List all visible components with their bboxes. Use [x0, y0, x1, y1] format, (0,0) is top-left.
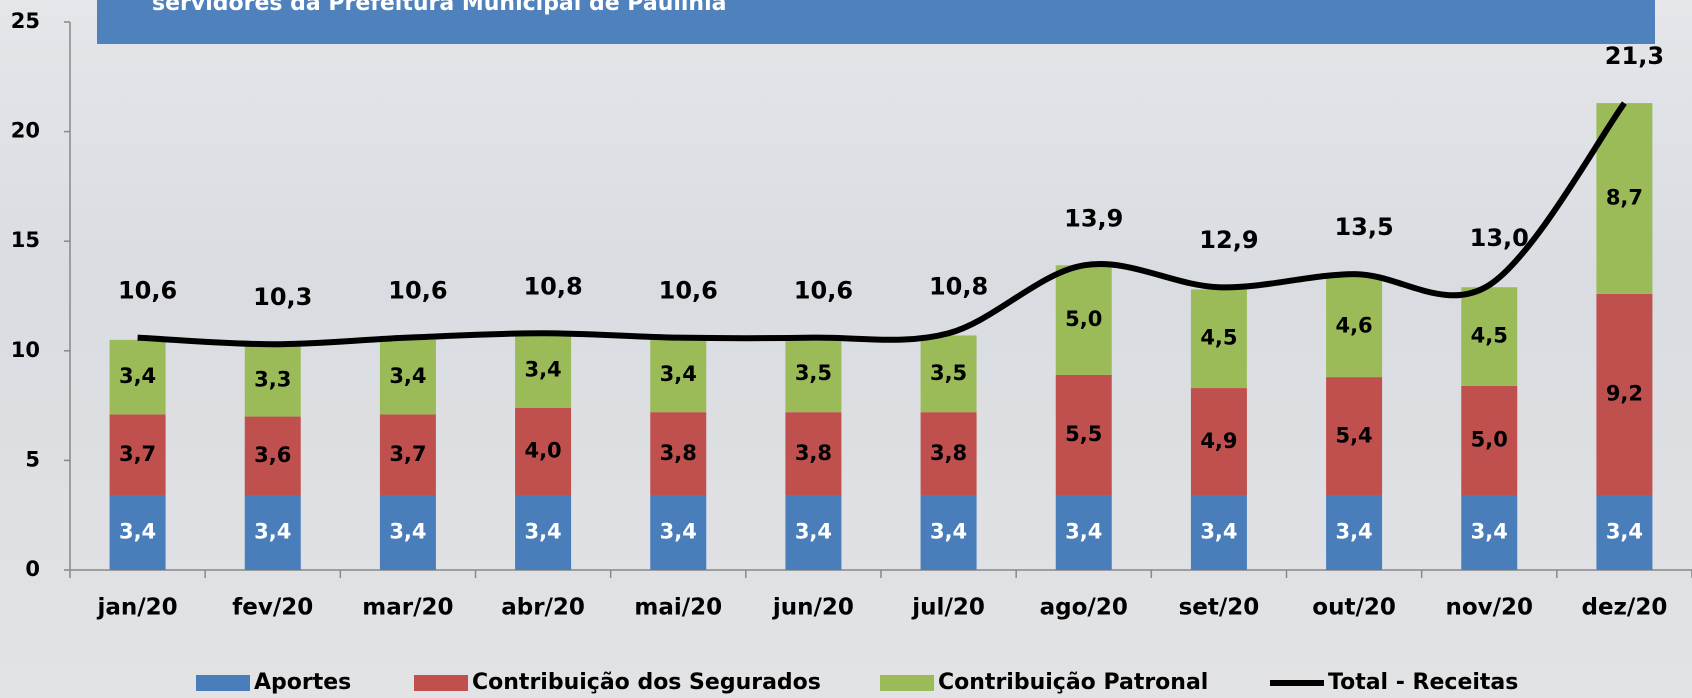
x-tick-label: ago/20: [1040, 595, 1128, 621]
x-tick-label: jul/20: [911, 595, 985, 621]
total-label: 10,8: [929, 272, 988, 300]
value-label: 3,4: [660, 362, 697, 386]
value-label: 3,5: [930, 361, 967, 385]
legend-label: Contribuição dos Segurados: [472, 670, 821, 695]
value-label: 4,0: [524, 439, 561, 463]
x-tick-label: nov/20: [1445, 595, 1533, 621]
x-tick-label: mai/20: [634, 595, 722, 621]
value-label: 3,8: [660, 441, 697, 465]
chart-title: servidores da Prefeitura Municipal de Pa…: [152, 0, 726, 16]
x-tick-label: out/20: [1312, 595, 1396, 621]
y-tick-label: 10: [11, 338, 40, 362]
value-label: 3,4: [660, 520, 697, 544]
value-label: 5,0: [1471, 428, 1508, 452]
value-label: 3,7: [119, 442, 156, 466]
value-label: 3,4: [1335, 520, 1372, 544]
total-label: 10,3: [253, 283, 312, 311]
value-label: 5,5: [1065, 422, 1102, 446]
value-label: 3,8: [795, 441, 832, 465]
value-label: 3,4: [389, 364, 426, 388]
y-tick-label: 0: [25, 557, 40, 581]
y-tick-label: 20: [11, 119, 40, 143]
x-tick-label: abr/20: [501, 595, 585, 621]
total-label: 12,9: [1199, 226, 1258, 254]
total-label: 21,3: [1605, 42, 1664, 70]
x-tick-label: mar/20: [362, 595, 453, 621]
y-tick-label: 25: [11, 9, 40, 33]
total-label: 10,8: [523, 272, 582, 300]
value-label: 3,4: [930, 520, 967, 544]
legend-label: Contribuição Patronal: [938, 670, 1208, 695]
y-tick-label: 15: [11, 228, 40, 252]
total-line: [138, 103, 1625, 344]
legend-swatch: [880, 675, 934, 691]
legend-swatch: [414, 675, 468, 691]
value-label: 8,7: [1606, 185, 1643, 209]
value-label: 3,6: [254, 443, 291, 467]
value-label: 4,5: [1471, 324, 1508, 348]
x-tick-label: fev/20: [232, 595, 313, 621]
value-label: 3,5: [795, 361, 832, 385]
total-label: 13,5: [1334, 213, 1393, 241]
x-tick-label: set/20: [1179, 595, 1260, 621]
value-label: 3,4: [389, 520, 426, 544]
value-label: 3,4: [524, 358, 561, 382]
legend-label: Total - Receitas: [1328, 670, 1518, 695]
value-label: 4,5: [1200, 326, 1237, 350]
legend-swatch: [196, 675, 250, 691]
total-label: 10,6: [388, 277, 447, 305]
value-label: 3,7: [389, 442, 426, 466]
value-label: 3,4: [795, 520, 832, 544]
value-label: 3,4: [254, 520, 291, 544]
value-label: 4,9: [1200, 429, 1237, 453]
value-label: 3,4: [1606, 520, 1643, 544]
x-tick-label: jun/20: [772, 595, 854, 621]
x-tick-label: jan/20: [96, 595, 177, 621]
value-label: 3,4: [119, 520, 156, 544]
value-label: 3,4: [1065, 520, 1102, 544]
value-label: 3,4: [119, 364, 156, 388]
value-label: 3,3: [254, 367, 291, 391]
total-label: 13,0: [1470, 224, 1529, 252]
x-tick-label: dez/20: [1581, 595, 1667, 621]
total-label: 10,6: [794, 277, 853, 305]
value-label: 5,4: [1335, 423, 1372, 447]
chart: servidores da Prefeitura Municipal de Pa…: [0, 0, 1692, 698]
total-label: 13,9: [1064, 204, 1123, 232]
value-label: 3,4: [524, 520, 561, 544]
value-label: 4,6: [1335, 314, 1372, 338]
total-label: 10,6: [659, 277, 718, 305]
value-label: 9,2: [1606, 382, 1643, 406]
value-label: 3,4: [1471, 520, 1508, 544]
value-label: 3,8: [930, 441, 967, 465]
legend-label: Aportes: [254, 670, 351, 695]
value-label: 5,0: [1065, 307, 1102, 331]
value-label: 3,4: [1200, 520, 1237, 544]
total-label: 10,6: [118, 277, 177, 305]
y-tick-label: 5: [25, 447, 40, 471]
